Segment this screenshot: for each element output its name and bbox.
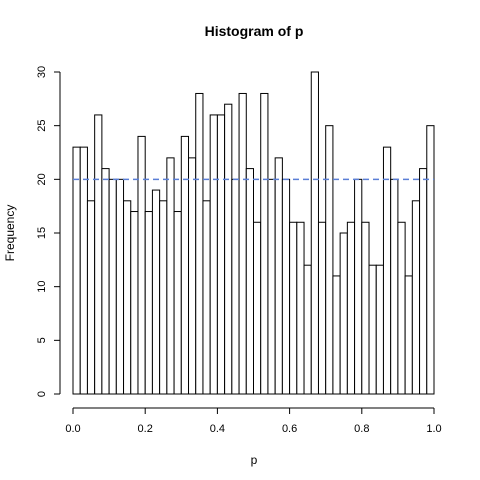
histogram-bar: [245, 168, 254, 395]
y-tick-label: 25: [36, 120, 48, 132]
histogram-bar: [216, 114, 226, 395]
histogram-bar: [224, 103, 233, 395]
histogram-bar: [382, 146, 392, 395]
histogram-bar: [274, 157, 283, 395]
histogram-bar: [375, 264, 384, 395]
histogram-bar: [339, 232, 348, 395]
histogram-bar: [101, 168, 110, 395]
x-tick-label: 0.6: [282, 423, 297, 435]
y-axis: 0 5 10 15 20 25 30: [36, 66, 61, 397]
histogram-bar: [86, 200, 96, 395]
histogram-bar: [390, 178, 399, 395]
y-axis-label: Frequency: [3, 205, 17, 262]
histogram-bar: [137, 135, 146, 395]
histogram-bar: [173, 211, 182, 395]
histogram-bar: [317, 221, 327, 395]
histogram-bar: [281, 178, 291, 395]
x-tick-label: 0.8: [354, 423, 369, 435]
histogram-bar: [151, 189, 161, 395]
y-tick-label: 30: [36, 66, 48, 78]
histogram-bar: [325, 125, 334, 395]
x-axis: 0.0 0.2 0.4 0.6 0.8 1.0: [65, 407, 442, 435]
histogram-bar: [238, 92, 247, 395]
x-tick-label: 1.0: [426, 423, 441, 435]
x-tick-label: 0.0: [65, 423, 80, 435]
chart-title: Histogram of p: [205, 23, 304, 39]
y-tick-label: 15: [36, 227, 48, 239]
histogram-bar: [361, 221, 370, 395]
histogram-bar: [209, 114, 218, 395]
histogram-bar: [108, 178, 117, 395]
histogram-bar: [115, 178, 125, 395]
histogram-bar: [72, 146, 81, 395]
histogram-bar: [296, 221, 305, 395]
x-tick-label: 0.2: [138, 423, 153, 435]
histogram-bar: [260, 92, 269, 395]
histogram-bar: [346, 221, 356, 395]
bars-group: [72, 71, 435, 395]
histogram-bar: [426, 125, 435, 395]
histogram-bar: [79, 146, 88, 395]
x-axis-label: p: [251, 453, 258, 467]
histogram-bar: [159, 200, 168, 395]
histogram-bar: [303, 264, 312, 395]
histogram-bar: [195, 92, 204, 395]
histogram-bar: [404, 275, 413, 395]
histogram-bar: [289, 221, 298, 395]
histogram-bar: [180, 135, 190, 395]
histogram-bar: [368, 264, 377, 395]
histogram-bar: [310, 71, 319, 395]
y-tick-label: 10: [36, 281, 48, 293]
histogram-bar: [166, 157, 175, 395]
y-tick-label: 20: [36, 173, 48, 185]
x-tick-label: 0.4: [210, 423, 225, 435]
histogram-bar: [253, 221, 262, 395]
histogram-bar: [397, 221, 406, 395]
histogram-bar: [202, 200, 211, 395]
histogram-bar: [411, 200, 421, 395]
histogram-bar: [94, 114, 103, 395]
y-tick-label: 0: [36, 391, 48, 397]
histogram-bar: [123, 200, 132, 395]
histogram-bar: [144, 211, 153, 395]
histogram-bar: [354, 178, 363, 395]
histogram-bar: [419, 168, 428, 395]
y-tick-label: 5: [36, 337, 48, 343]
histogram-bar: [188, 157, 197, 395]
histogram-bar: [130, 211, 139, 395]
histogram-bar: [267, 178, 276, 395]
histogram-bar: [332, 275, 341, 395]
histogram-bar: [231, 178, 240, 395]
